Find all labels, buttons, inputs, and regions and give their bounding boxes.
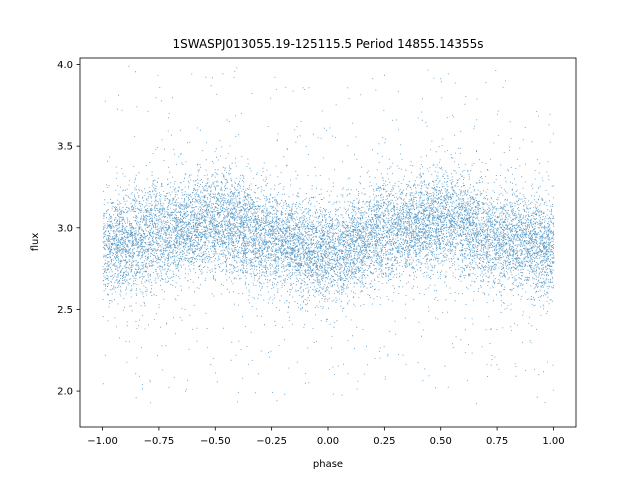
y-axis-label: flux xyxy=(30,233,41,252)
x-axis: −1.00 −0.75 −0.50 −0.25 0.00 0.25 0.50 0.75 1.00 xyxy=(87,427,565,447)
x-axis-label: phase xyxy=(313,459,343,470)
x-tick-label: −0.75 xyxy=(144,436,175,447)
x-tick-label: −0.50 xyxy=(200,436,231,447)
x-tick-label: −0.25 xyxy=(256,436,287,447)
y-axis: 2.0 2.5 3.0 3.5 4.0 xyxy=(57,60,80,398)
x-tick-label: 0.75 xyxy=(486,436,508,447)
x-tick-label: 0.00 xyxy=(317,436,339,447)
x-tick-label: 0.25 xyxy=(373,436,395,447)
y-tick-label: 2.0 xyxy=(57,387,73,398)
y-tick-label: 2.5 xyxy=(57,305,73,316)
y-tick-label: 3.5 xyxy=(57,142,73,153)
y-tick-label: 3.0 xyxy=(57,223,73,234)
x-tick-label: 1.00 xyxy=(542,436,564,447)
x-tick-label: 0.50 xyxy=(430,436,452,447)
y-tick-label: 4.0 xyxy=(57,60,73,71)
chart-title: 1SWASPJ013055.19-125115.5 Period 14855.1… xyxy=(172,37,483,51)
x-tick-label: −1.00 xyxy=(87,436,118,447)
